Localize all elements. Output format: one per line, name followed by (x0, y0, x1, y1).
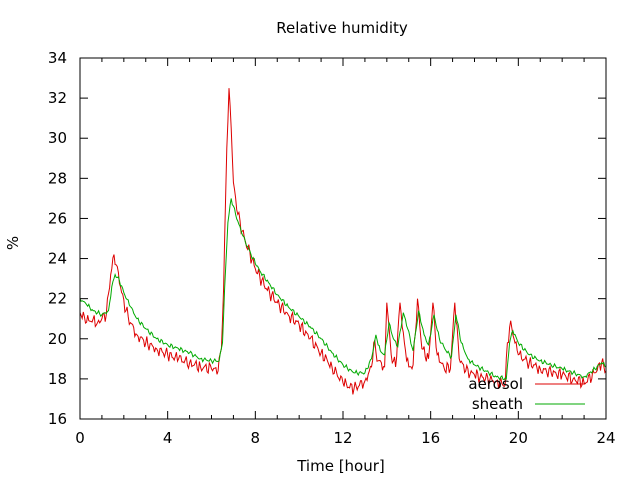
x-tick-label: 0 (75, 429, 85, 447)
y-tick-label: 32 (48, 89, 67, 107)
x-tick-label: 24 (596, 429, 615, 447)
series-line-aerosol (79, 88, 607, 395)
legend: aerosol sheath (468, 375, 585, 413)
x-axis-label: Time [hour] (296, 457, 385, 475)
axis-ticks: 0 4 8 12 16 20 24 16 18 20 22 24 26 28 30 32 34 (48, 49, 616, 447)
y-tick-label: 20 (48, 330, 67, 348)
y-tick-label: 30 (48, 129, 67, 147)
series-line-sheath (79, 198, 607, 381)
chart-title: Relative humidity (276, 19, 408, 37)
y-tick-label: 16 (48, 410, 67, 428)
legend-label-sheath: sheath (472, 395, 523, 413)
x-tick-label: 8 (251, 429, 261, 447)
y-tick-label: 24 (48, 250, 67, 268)
series-layer (79, 88, 607, 395)
y-axis-label: % (4, 236, 22, 250)
y-tick-label: 22 (48, 290, 67, 308)
y-tick-label: 26 (48, 209, 67, 227)
y-tick-label: 34 (48, 49, 67, 67)
x-tick-label: 12 (333, 429, 352, 447)
x-tick-label: 4 (163, 429, 173, 447)
legend-label-aerosol: aerosol (468, 375, 523, 393)
y-tick-label: 28 (48, 169, 67, 187)
x-tick-label: 16 (421, 429, 440, 447)
y-tick-label: 18 (48, 370, 67, 388)
x-tick-label: 20 (509, 429, 528, 447)
